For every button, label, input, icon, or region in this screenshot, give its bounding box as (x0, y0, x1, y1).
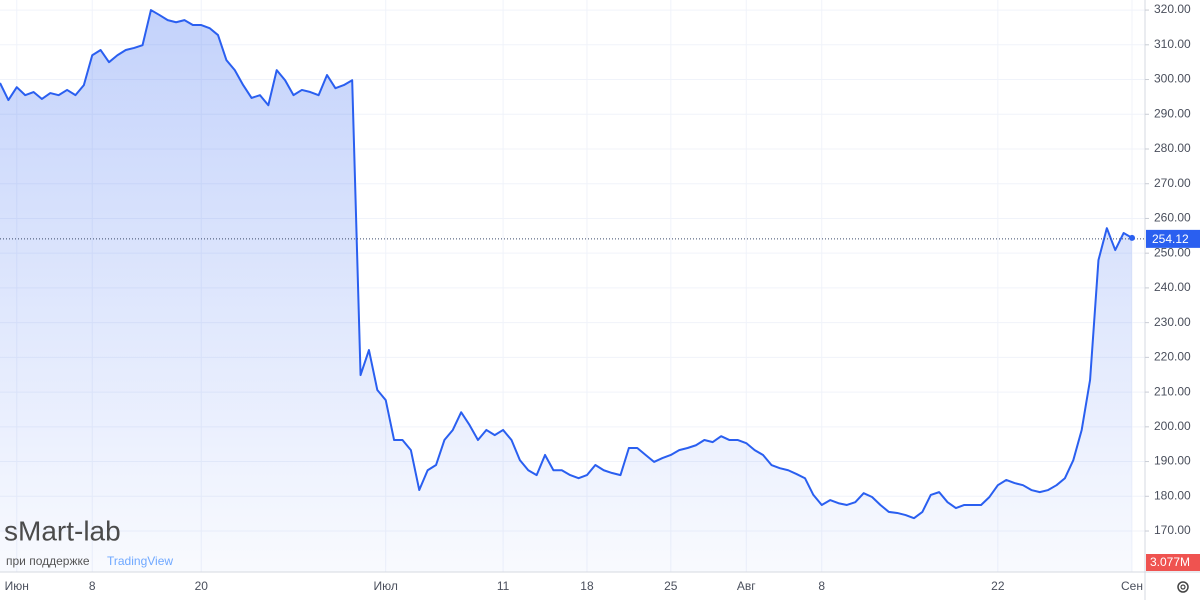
y-tick-label: 200.00 (1154, 419, 1191, 433)
area-fill (0, 10, 1132, 572)
axes: 170.00 180.00 190.00 200.00 210.00 220.00 230.… (5, 2, 1200, 593)
volume-box (1146, 554, 1200, 571)
y-tick-label: 170.00 (1154, 523, 1191, 537)
x-tick-label: 20 (195, 579, 209, 593)
y-tick-label: 190.00 (1154, 454, 1191, 468)
x-tick-label: 25 (664, 579, 678, 593)
y-tick-label: 180.00 (1154, 488, 1191, 502)
gear-ring (1177, 581, 1189, 593)
x-tick-label: 11 (497, 579, 510, 593)
x-tick-label: 22 (991, 579, 1005, 593)
last-price-label: 254.12 (1152, 232, 1189, 246)
watermark: sMart-lab (4, 515, 121, 546)
last-point (1129, 234, 1135, 241)
y-tick-label: 320.00 (1154, 2, 1191, 16)
x-tick-label: Авг (737, 579, 756, 593)
x-tick-label: 8 (818, 579, 825, 593)
x-tick-label: Июн (5, 579, 29, 593)
y-tick-label: 210.00 (1154, 384, 1191, 398)
x-tick-label: Сен (1121, 579, 1143, 593)
y-tick-label: 290.00 (1154, 106, 1191, 120)
watermark-brand[interactable]: TradingView (107, 554, 173, 568)
watermark-sub: при поддержке (6, 554, 90, 568)
volume-label: 3.077M (1150, 555, 1190, 569)
y-tick-label: 270.00 (1154, 176, 1191, 190)
x-tick-label: 18 (580, 579, 594, 593)
price-line (0, 9, 1133, 520)
y-tick-label: 310.00 (1154, 37, 1191, 51)
gear-hub (1180, 584, 1186, 590)
y-tick-label: 230.00 (1154, 315, 1191, 329)
y-tick-label: 240.00 (1154, 280, 1191, 294)
last-price-box (1146, 229, 1200, 248)
settings-icon[interactable] (1177, 581, 1189, 593)
y-tick-label: 300.00 (1154, 72, 1191, 86)
plot (0, 9, 1145, 572)
y-tick-label: 220.00 (1154, 350, 1191, 364)
y-tick-label: 280.00 (1154, 141, 1191, 155)
x-tick-label: 8 (89, 579, 96, 593)
y-tick-label: 250.00 (1154, 245, 1191, 259)
y-tick-label: 260.00 (1154, 211, 1191, 225)
x-tick-label: Июл (374, 579, 398, 593)
